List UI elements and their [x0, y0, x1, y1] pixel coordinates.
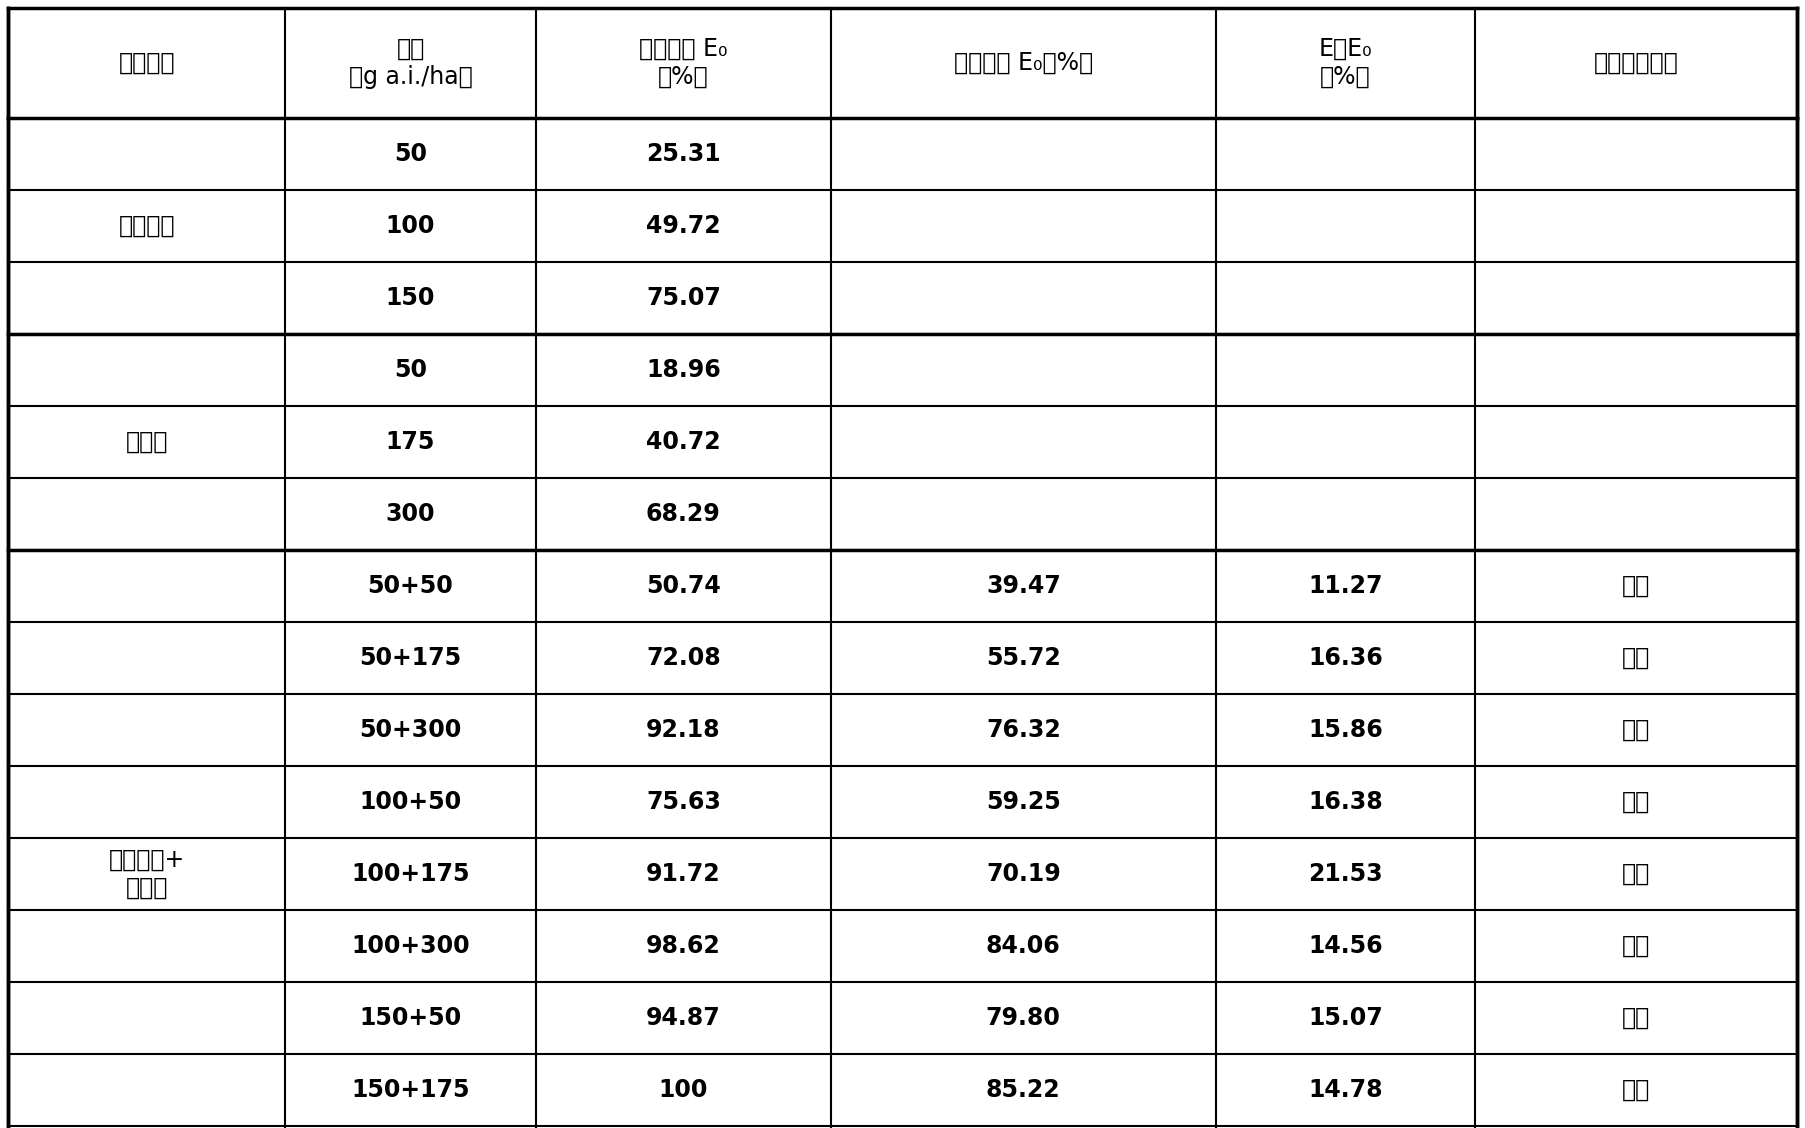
Text: 18.96: 18.96 [646, 358, 720, 382]
Text: 85.22: 85.22 [986, 1078, 1061, 1102]
Text: 15.86: 15.86 [1309, 719, 1383, 742]
Text: 50.74: 50.74 [646, 574, 720, 598]
Text: 14.56: 14.56 [1309, 934, 1383, 958]
Text: 增效: 增效 [1623, 1006, 1650, 1030]
Text: 14.78: 14.78 [1309, 1078, 1383, 1102]
Text: 增效: 增效 [1623, 574, 1650, 598]
Text: 150: 150 [386, 287, 435, 310]
Text: 98.62: 98.62 [646, 934, 720, 958]
Text: 理论防效 E₀（%）: 理论防效 E₀（%） [953, 51, 1092, 74]
Text: 21.53: 21.53 [1309, 862, 1383, 885]
Text: 40.72: 40.72 [646, 430, 720, 453]
Text: 94.87: 94.87 [646, 1006, 720, 1030]
Text: 150+50: 150+50 [359, 1006, 462, 1030]
Text: 92.18: 92.18 [646, 719, 720, 742]
Text: 增效: 增效 [1623, 1078, 1650, 1102]
Text: 25.31: 25.31 [646, 142, 720, 166]
Text: 49.72: 49.72 [646, 214, 720, 238]
Text: 100: 100 [386, 214, 435, 238]
Text: 55.72: 55.72 [986, 646, 1061, 670]
Text: 70.19: 70.19 [986, 862, 1061, 885]
Text: 100+50: 100+50 [359, 790, 462, 814]
Text: 150+175: 150+175 [352, 1078, 469, 1102]
Text: 76.32: 76.32 [986, 719, 1061, 742]
Text: 72.08: 72.08 [646, 646, 720, 670]
Text: 68.29: 68.29 [646, 502, 720, 526]
Text: 增效: 增效 [1623, 790, 1650, 814]
Text: 91.72: 91.72 [646, 862, 720, 885]
Text: 79.80: 79.80 [986, 1006, 1061, 1030]
Text: 16.36: 16.36 [1309, 646, 1383, 670]
Text: 甲草胺: 甲草胺 [126, 430, 168, 453]
Text: 16.38: 16.38 [1309, 790, 1383, 814]
Text: 50+300: 50+300 [359, 719, 462, 742]
Text: 50+50: 50+50 [368, 574, 453, 598]
Text: 50+175: 50+175 [359, 646, 462, 670]
Text: 剂量
（g a.i./ha）: 剂量 （g a.i./ha） [348, 37, 473, 89]
Text: 增效: 增效 [1623, 862, 1650, 885]
Text: 39.47: 39.47 [986, 574, 1061, 598]
Text: 75.07: 75.07 [646, 287, 720, 310]
Text: 联合作用评价: 联合作用评价 [1594, 51, 1679, 74]
Text: 增效: 增效 [1623, 934, 1650, 958]
Text: 100+175: 100+175 [352, 862, 469, 885]
Text: 100: 100 [659, 1078, 708, 1102]
Text: 增效: 增效 [1623, 646, 1650, 670]
Text: 59.25: 59.25 [986, 790, 1061, 814]
Text: 15.07: 15.07 [1309, 1006, 1383, 1030]
Text: 300: 300 [386, 502, 435, 526]
Text: 11.27: 11.27 [1309, 574, 1383, 598]
Text: 75.63: 75.63 [646, 790, 720, 814]
Text: 药剂名称: 药剂名称 [119, 51, 175, 74]
Text: 84.06: 84.06 [986, 934, 1061, 958]
Text: 氰氟草酯+
甲草胺: 氰氟草酯+ 甲草胺 [108, 848, 184, 900]
Text: 实测防效 E₀
（%）: 实测防效 E₀ （%） [639, 37, 727, 89]
Text: 50: 50 [393, 358, 428, 382]
Text: 50: 50 [393, 142, 428, 166]
Text: E－E₀
（%）: E－E₀ （%） [1318, 37, 1372, 89]
Text: 氰氟草酯: 氰氟草酯 [119, 214, 175, 238]
Text: 增效: 增效 [1623, 719, 1650, 742]
Text: 175: 175 [386, 430, 435, 453]
Text: 100+300: 100+300 [352, 934, 469, 958]
